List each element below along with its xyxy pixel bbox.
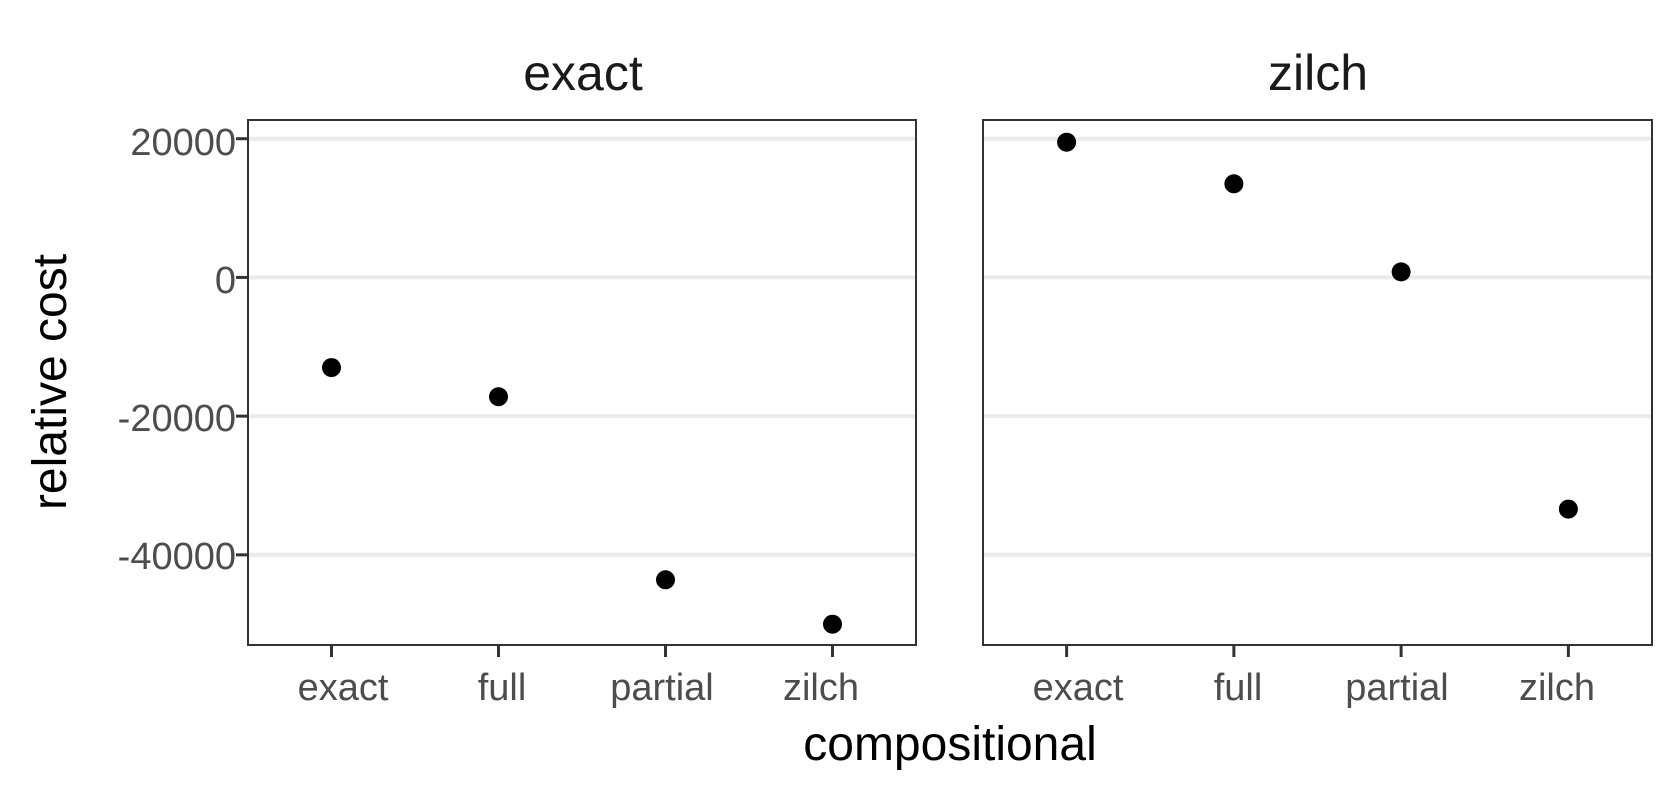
x-tick-label: partial [1345, 667, 1449, 709]
data-point [322, 358, 341, 378]
panel-border [247, 119, 917, 646]
x-tick-label: full [478, 667, 527, 709]
x-axis-zilch-panel: exact full partial zilch [1033, 667, 1595, 709]
data-point [489, 387, 508, 407]
panel-background [983, 120, 1652, 645]
panel-border [982, 119, 1653, 646]
panel-title-exact: exact [523, 45, 643, 101]
y-tick-label: -40000 [118, 536, 236, 578]
data-point [1057, 132, 1077, 152]
x-tick-label: partial [610, 667, 714, 709]
y-tick-label: 0 [215, 260, 236, 302]
x-axis-title: compositional [803, 718, 1096, 771]
y-axis-title: relative cost [24, 254, 77, 510]
panel-zilch: zilch [982, 45, 1653, 657]
data-point [823, 614, 842, 634]
x-tick-label: zilch [783, 667, 859, 709]
x-tick-label: exact [1033, 667, 1124, 709]
x-tick-label: full [1214, 667, 1263, 709]
y-axis: 20000 0 -20000 -40000 [118, 122, 236, 578]
data-point [1224, 174, 1244, 194]
y-tick-label: -20000 [118, 398, 236, 440]
data-point [1558, 499, 1578, 519]
x-axis-exact-panel: exact full partial zilch [298, 667, 859, 709]
x-tick-label: exact [298, 667, 389, 709]
x-tick-label: zilch [1519, 667, 1595, 709]
data-point [656, 570, 675, 590]
panel-title-zilch: zilch [1268, 45, 1368, 101]
y-tick-label: 20000 [130, 122, 236, 164]
data-point [1391, 262, 1411, 282]
panel-background [248, 120, 916, 645]
panel-exact: exact [236, 45, 917, 657]
